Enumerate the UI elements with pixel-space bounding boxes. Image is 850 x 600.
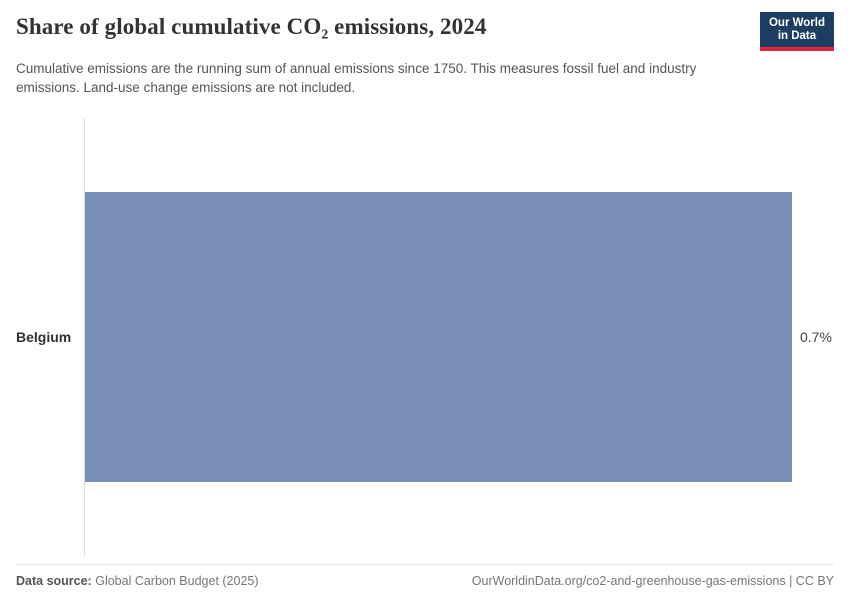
footer: Data source: Global Carbon Budget (2025)…: [16, 564, 834, 590]
data-source-label: Data source:: [16, 574, 92, 588]
y-axis: Belgium: [16, 118, 84, 556]
value-label-belgium: 0.7%: [800, 329, 832, 346]
owid-logo-line1: Our World: [768, 17, 825, 29]
plot-area: [84, 118, 792, 556]
bar-chart: Belgium 0.7%: [16, 118, 834, 556]
owid-logo-line2: in Data: [777, 30, 817, 43]
footer-link[interactable]: OurWorldinData.org/co2-and-greenhouse-ga…: [471, 574, 834, 588]
entity-label-belgium: Belgium: [16, 329, 72, 346]
value-column: 0.7%: [792, 118, 834, 556]
owid-logo[interactable]: Our World in Data: [759, 12, 834, 52]
chart-subtitle: Cumulative emissions are the running sum…: [16, 61, 697, 96]
bar-belgium[interactable]: [85, 192, 792, 483]
page-title: Share of global cumulative CO₂ emissions…: [16, 14, 487, 39]
data-source-value: Global Carbon Budget (2025): [95, 574, 259, 588]
data-source: Data source: Global Carbon Budget (2025): [16, 574, 259, 588]
header: Share of global cumulative CO₂ emissions…: [16, 12, 834, 52]
